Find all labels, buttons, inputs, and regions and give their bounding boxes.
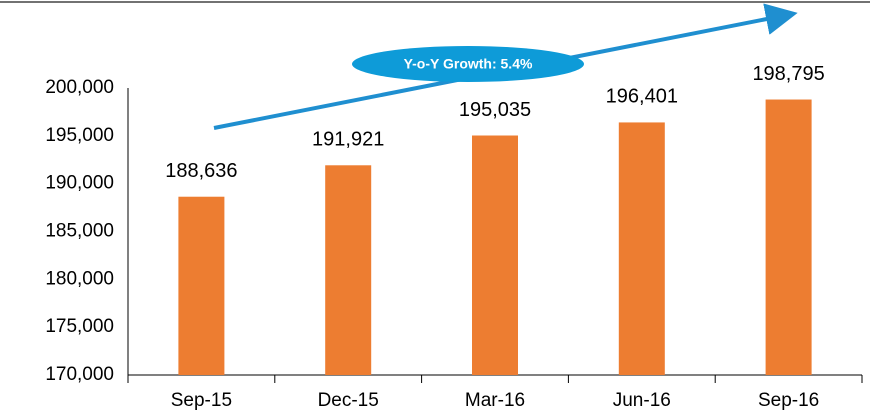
annotation: Y-o-Y Growth: 5.4% bbox=[404, 56, 533, 72]
y-tick-label: 180,000 bbox=[45, 268, 114, 289]
bar bbox=[325, 165, 372, 375]
y-tick-label: 170,000 bbox=[45, 364, 114, 385]
y-tick-label: 175,000 bbox=[45, 316, 114, 337]
x-tick-label: Sep-15 bbox=[171, 390, 232, 411]
x-tick-label: Sep-16 bbox=[758, 390, 819, 411]
y-tick-label: 185,000 bbox=[45, 221, 114, 242]
value-label: 188,636 bbox=[165, 160, 237, 182]
bar bbox=[765, 99, 812, 375]
bar bbox=[472, 135, 518, 375]
x-tick-label: Mar-16 bbox=[465, 390, 525, 411]
x-tick-label: Jun-16 bbox=[613, 390, 671, 411]
value-label: 198,795 bbox=[752, 63, 824, 85]
y-tick-label: 195,000 bbox=[45, 125, 114, 146]
value-label: 191,921 bbox=[312, 129, 384, 151]
value-label: 196,401 bbox=[606, 86, 678, 108]
y-tick-label: 190,000 bbox=[45, 173, 114, 194]
y-tick-label: 200,000 bbox=[45, 77, 114, 98]
bar bbox=[618, 122, 665, 375]
x-tick-label: Dec-15 bbox=[318, 390, 379, 411]
bar bbox=[178, 196, 225, 375]
value-label: 195,035 bbox=[459, 99, 531, 121]
annotation-bubble bbox=[352, 46, 584, 82]
